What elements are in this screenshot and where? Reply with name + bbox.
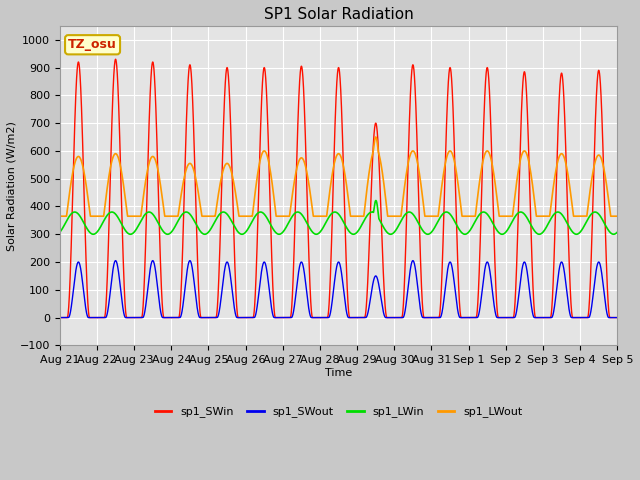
sp1_LWin [56, 229, 63, 235]
sp1_LWin [372, 198, 380, 204]
sp1_LWout [318, 213, 326, 219]
sp1_SWin [56, 315, 63, 321]
sp1_LWout [613, 213, 621, 219]
sp1_SWin [613, 315, 621, 321]
sp1_SWin [156, 249, 164, 255]
sp1_LWin [156, 223, 164, 229]
sp1_SWout [433, 315, 440, 321]
sp1_SWout [464, 315, 472, 321]
sp1_SWin [112, 56, 120, 62]
sp1_LWin [164, 231, 172, 237]
sp1_LWout [56, 213, 63, 219]
Line: sp1_LWin: sp1_LWin [60, 201, 618, 234]
sp1_LWin [614, 229, 621, 235]
Line: sp1_SWin: sp1_SWin [60, 59, 618, 318]
sp1_LWin [433, 221, 441, 227]
sp1_LWout [464, 213, 472, 219]
sp1_LWin [613, 230, 621, 236]
sp1_SWout [614, 315, 621, 321]
sp1_SWin [433, 315, 440, 321]
sp1_LWout [433, 213, 440, 219]
Title: SP1 Solar Radiation: SP1 Solar Radiation [264, 7, 413, 22]
Legend: sp1_SWin, sp1_SWout, sp1_LWin, sp1_LWout: sp1_SWin, sp1_SWout, sp1_LWin, sp1_LWout [150, 402, 527, 422]
sp1_LWout [372, 134, 380, 140]
Line: sp1_SWout: sp1_SWout [60, 261, 618, 318]
sp1_SWin [464, 315, 472, 321]
sp1_SWout [156, 305, 164, 311]
Y-axis label: Solar Radiation (W/m2): Solar Radiation (W/m2) [7, 120, 17, 251]
sp1_SWout [495, 315, 503, 321]
sp1_SWin [614, 315, 621, 321]
sp1_LWin [495, 230, 503, 236]
sp1_SWout [613, 315, 621, 321]
sp1_LWin [464, 230, 472, 236]
X-axis label: Time: Time [325, 368, 352, 378]
sp1_LWout [495, 213, 503, 219]
Line: sp1_LWout: sp1_LWout [60, 137, 618, 216]
sp1_SWin [495, 315, 503, 321]
Text: TZ_osu: TZ_osu [68, 38, 117, 51]
sp1_SWout [56, 315, 63, 321]
sp1_LWout [614, 213, 621, 219]
sp1_SWin [318, 315, 326, 321]
sp1_SWout [318, 315, 326, 321]
sp1_LWin [318, 227, 326, 232]
sp1_LWout [156, 179, 164, 185]
sp1_SWout [112, 258, 120, 264]
